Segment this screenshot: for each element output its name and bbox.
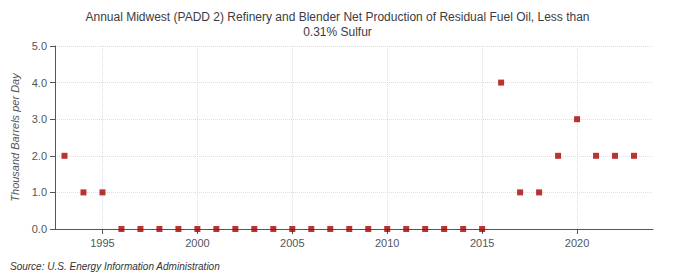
svg-text:1995: 1995 [90, 237, 114, 249]
svg-text:Thousand Barrels per Day: Thousand Barrels per Day [9, 72, 21, 202]
svg-text:1.0: 1.0 [32, 186, 47, 198]
svg-text:Source: U.S. Energy Informatio: Source: U.S. Energy Information Administ… [10, 261, 220, 272]
svg-text:2015: 2015 [470, 237, 494, 249]
svg-text:2010: 2010 [375, 237, 399, 249]
svg-text:4.0: 4.0 [32, 77, 47, 89]
svg-text:5.0: 5.0 [32, 40, 47, 52]
svg-text:0.31% Sulfur: 0.31% Sulfur [303, 25, 372, 39]
svg-text:2020: 2020 [565, 237, 589, 249]
svg-text:2005: 2005 [280, 237, 304, 249]
svg-text:Annual Midwest (PADD 2) Refine: Annual Midwest (PADD 2) Refinery and Ble… [85, 10, 589, 24]
svg-text:3.0: 3.0 [32, 113, 47, 125]
svg-text:2.0: 2.0 [32, 150, 47, 162]
svg-text:2000: 2000 [185, 237, 209, 249]
svg-text:0.0: 0.0 [32, 223, 47, 235]
